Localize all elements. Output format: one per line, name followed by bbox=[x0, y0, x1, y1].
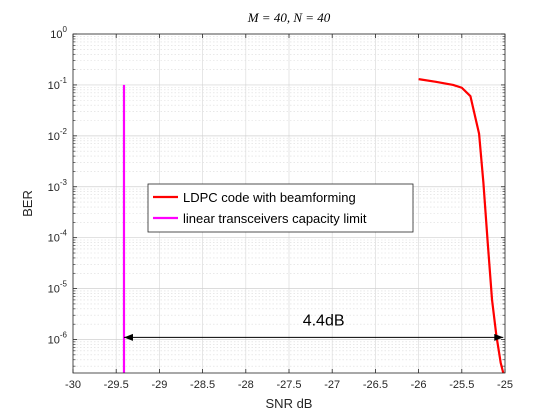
series-layer bbox=[122, 78, 505, 374]
legend-label-0: LDPC code with beamforming bbox=[183, 190, 356, 205]
x-tick-label: -27 bbox=[324, 379, 340, 391]
x-tick-label: -25.5 bbox=[449, 379, 474, 391]
y-tick-label: 10-1 bbox=[48, 76, 68, 92]
legend-box bbox=[147, 183, 414, 233]
x-axis-label: SNR dB bbox=[266, 396, 313, 411]
series-line-0 bbox=[418, 78, 505, 374]
x-tick-label: -28.5 bbox=[190, 379, 215, 391]
y-axis-label: BER bbox=[20, 190, 35, 217]
y-tick-label: 10-4 bbox=[48, 229, 68, 245]
chart-title: M = 40, N = 40 bbox=[247, 10, 331, 25]
y-tick-label: 100 bbox=[50, 25, 67, 41]
y-tick-label: 10-2 bbox=[48, 127, 68, 143]
annotation-label: 4.4dB bbox=[303, 312, 345, 329]
legend-label-1: linear transceivers capacity limit bbox=[183, 211, 367, 226]
x-tick-label: -29.5 bbox=[104, 379, 129, 391]
x-tick-label: -25 bbox=[497, 379, 513, 391]
x-tick-label: -27.5 bbox=[276, 379, 301, 391]
annotation: 4.4dB bbox=[123, 312, 504, 341]
x-tick-label: -26.5 bbox=[363, 379, 388, 391]
y-tick-label: 10-3 bbox=[48, 178, 68, 194]
x-tick-label: -26 bbox=[411, 379, 427, 391]
annotation-arrowhead-right bbox=[494, 333, 504, 341]
y-tick-label: 10-5 bbox=[48, 280, 68, 296]
y-tick-label: 10-6 bbox=[48, 331, 68, 347]
x-tick-label: -30 bbox=[65, 379, 81, 391]
x-tick-label: -28 bbox=[238, 379, 254, 391]
annotation-arrowhead-left bbox=[123, 333, 133, 341]
legend: LDPC code with beamforming linear transce… bbox=[147, 183, 414, 233]
axis-ticks: -30 -29.5 -29 -28.5 -28 -27.5 -27 -26.5 -26 -25.5… bbox=[48, 25, 513, 391]
x-tick-label: -29 bbox=[151, 379, 167, 391]
